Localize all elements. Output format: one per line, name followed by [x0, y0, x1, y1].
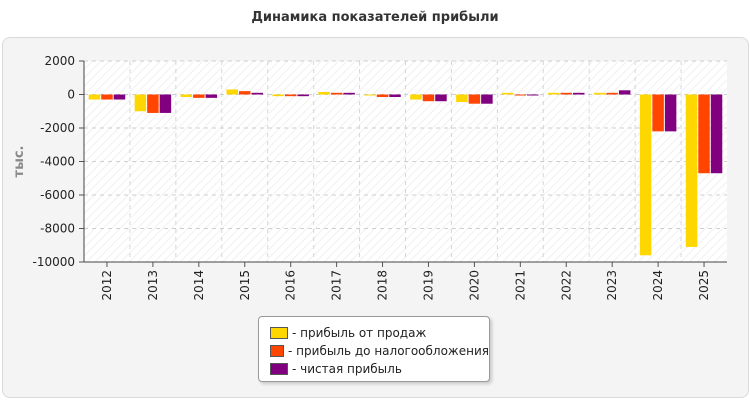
bar-sales-profit-2020	[456, 94, 468, 103]
legend: - прибыль от продаж - прибыль до налогоо…	[258, 316, 490, 382]
bar-sales-profit-2014	[180, 94, 193, 98]
bar-net-profit-2025	[710, 94, 723, 174]
y-tick-label: -4000	[40, 155, 75, 169]
bar-net-profit-2024	[664, 94, 677, 132]
bar-net-profit-2012	[113, 94, 126, 100]
x-tick-label: 2015	[238, 270, 252, 301]
x-tick-label: 2012	[100, 270, 114, 301]
x-tick-label: 2021	[513, 270, 527, 301]
bar-pretax-profit-2023	[606, 92, 618, 95]
chart-title: Динамика показателей прибыли	[251, 10, 499, 25]
bar-net-profit-2023	[618, 90, 631, 95]
x-tick-label: 2014	[192, 270, 206, 301]
bar-sales-profit-2012	[88, 94, 101, 100]
x-tick-label: 2019	[421, 270, 435, 301]
legend-swatch-net-profit	[270, 363, 288, 375]
bar-sales-profit-2024	[639, 94, 652, 256]
bar-sales-profit-2022	[548, 92, 560, 95]
bar-sales-profit-2021	[502, 92, 514, 95]
bar-net-profit-2020	[481, 94, 493, 104]
legend-item-pretax-profit: - прибыль до налогообложения	[259, 342, 489, 360]
x-tick-label: 2016	[284, 270, 298, 301]
bar-sales-profit-2025	[685, 94, 698, 247]
bar-sales-profit-2016	[272, 94, 284, 97]
y-tick-label: -2000	[40, 121, 75, 135]
bar-net-profit-2015	[251, 92, 263, 95]
bar-sales-profit-2015	[226, 89, 238, 95]
bar-net-profit-2021	[527, 94, 539, 96]
bar-pretax-profit-2024	[652, 94, 664, 132]
bar-pretax-profit-2019	[422, 94, 435, 102]
x-tick-label: 2020	[467, 270, 481, 301]
legend-label-sales-profit: - прибыль от продаж	[292, 326, 427, 340]
bar-sales-profit-2017	[318, 91, 330, 95]
bar-net-profit-2017	[343, 92, 355, 95]
x-tick-label: 2022	[559, 270, 573, 301]
bar-pretax-profit-2014	[193, 94, 205, 98]
bar-pretax-profit-2013	[147, 94, 159, 113]
bar-sales-profit-2013	[134, 94, 147, 112]
y-tick-label: 0	[67, 88, 75, 102]
x-tick-label: 2013	[146, 270, 160, 301]
bar-net-profit-2019	[435, 94, 447, 102]
bar-sales-profit-2018	[364, 94, 376, 96]
x-tick-label: 2024	[651, 270, 665, 301]
x-tick-label: 2025	[697, 270, 711, 301]
bar-net-profit-2018	[389, 94, 401, 98]
bar-pretax-profit-2015	[239, 91, 251, 95]
x-tick-label: 2017	[330, 270, 344, 301]
bar-pretax-profit-2018	[376, 94, 389, 98]
bar-sales-profit-2023	[593, 92, 606, 95]
y-tick-label: -6000	[40, 188, 75, 202]
y-tick-label: -8000	[40, 222, 75, 236]
legend-item-net-profit: - чистая прибыль	[259, 360, 489, 378]
bar-sales-profit-2019	[410, 94, 422, 100]
y-tick-label: -10000	[32, 255, 75, 269]
bar-net-profit-2013	[159, 94, 172, 113]
bar-net-profit-2022	[573, 92, 585, 95]
bar-pretax-profit-2012	[101, 94, 113, 100]
legend-swatch-sales-profit	[270, 327, 288, 339]
x-tick-label: 2018	[376, 270, 390, 301]
x-tick-label: 2023	[605, 270, 619, 301]
legend-swatch-pretax-profit	[270, 345, 285, 357]
bar-pretax-profit-2017	[330, 92, 343, 95]
legend-label-net-profit: - чистая прибыль	[292, 362, 402, 376]
bar-pretax-profit-2025	[698, 94, 710, 174]
bar-pretax-profit-2021	[514, 94, 527, 96]
bar-pretax-profit-2016	[284, 94, 297, 97]
bar-net-profit-2014	[205, 94, 218, 98]
y-tick-label: 2000	[44, 54, 75, 68]
y-axis-title: тыс.	[12, 146, 27, 178]
bar-net-profit-2016	[297, 94, 309, 97]
bar-pretax-profit-2022	[560, 92, 572, 95]
legend-item-sales-profit: - прибыль от продаж	[259, 324, 489, 342]
legend-label-pretax-profit: - прибыль до налогообложения	[288, 344, 489, 358]
bar-pretax-profit-2020	[468, 94, 481, 104]
